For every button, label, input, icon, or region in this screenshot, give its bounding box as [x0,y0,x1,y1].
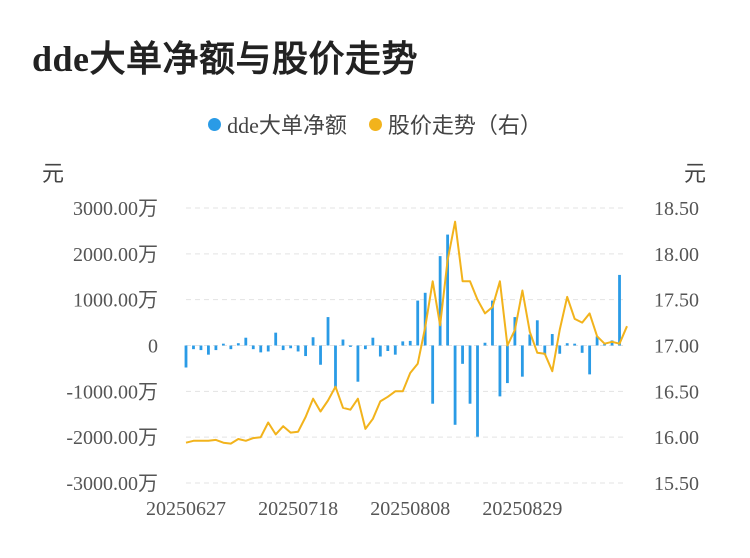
right-axis-tick-label: 15.50 [654,473,699,495]
bar [274,332,278,346]
bar [199,345,203,351]
bar [491,300,494,346]
left-axis-tick-label: -3000.00万 [66,473,158,495]
right-axis-tick-label: 17.50 [654,290,699,312]
bar [461,345,464,364]
bar [371,337,375,346]
right-axis-unit: 元 [684,161,707,186]
bar [259,345,263,353]
bar [543,345,547,355]
price-line [185,220,628,445]
bar [423,292,427,346]
legend: dde大单净额 股价走势（右） [0,108,750,140]
bar [192,345,195,350]
legend-label-dde: dde大单净额 [227,113,347,138]
bar [535,320,539,346]
bar [565,343,569,346]
bar [386,345,390,351]
legend-dot-dde-icon [208,117,222,131]
bar [468,345,472,404]
bar [431,345,435,404]
bar [446,234,450,346]
right-axis-tick-label: 16.50 [654,381,699,403]
bar [588,345,592,375]
bar [498,345,502,397]
bar [214,345,218,351]
bar [296,345,300,352]
bar [319,345,322,365]
bar [221,343,225,346]
bar [289,345,293,349]
bar [408,340,412,346]
bar [341,339,345,346]
bar [207,345,210,355]
left-axis-tick-label: -1000.00万 [66,381,158,403]
bar [610,340,614,346]
bar [438,256,442,346]
bar [483,342,487,346]
bar [453,345,457,425]
right-axis-tick-label: 17.00 [654,336,699,358]
bar [550,334,554,346]
right-axis-tick-label: 16.00 [654,427,699,449]
bar [356,345,360,382]
left-axis-tick-label: 0 [148,336,158,358]
bar [229,345,233,350]
right-axis-tick-label: 18.00 [654,244,699,266]
x-axis-tick-label: 20250808 [370,498,450,520]
bar [573,343,577,346]
bar [363,345,367,350]
bar [236,343,240,346]
legend-dot-price-icon [368,117,382,131]
bar [349,345,352,347]
left-axis-tick-label: 1000.00万 [73,290,158,312]
bar [304,345,307,357]
right-axis-tick-label: 18.50 [654,198,699,220]
bar [184,345,188,368]
x-axis-tick-label: 20250829 [482,498,562,520]
bar [401,341,405,346]
bar [506,345,509,384]
bar [378,345,382,357]
bar [476,345,479,437]
bar [558,345,562,354]
x-axis-tick-label: 20250627 [146,498,226,520]
bar [603,344,606,346]
bar [281,345,285,351]
left-axis-tick-label: 3000.00万 [73,198,158,220]
line-series-price [185,220,628,445]
bar [334,345,337,390]
x-axis-tick-label: 20250718 [258,498,338,520]
axis-labels: 3000.00万 18.50 2000.00万 18.00 1000.00万 17.50 0… [66,198,699,520]
bar [520,345,524,377]
left-axis-tick-label: -2000.00万 [66,427,158,449]
bar [528,334,532,346]
bar-series-dde [184,234,621,437]
chart-title: dde大单净额与股价走势 [32,39,419,79]
left-axis-tick-label: 2000.00万 [73,244,158,266]
bar [416,300,420,346]
left-axis-unit: 元 [42,161,65,186]
bar [251,345,255,350]
bar [266,345,270,352]
bar [580,345,584,353]
bar [595,336,599,346]
bar [311,337,315,346]
bar [244,337,248,346]
bar [393,345,397,355]
bar [326,317,330,346]
legend-item-dde[interactable]: dde大单净额 [208,108,347,140]
legend-item-price[interactable]: 股价走势（右） [368,108,542,140]
bar [618,274,621,346]
legend-label-price: 股价走势（右） [387,113,542,138]
